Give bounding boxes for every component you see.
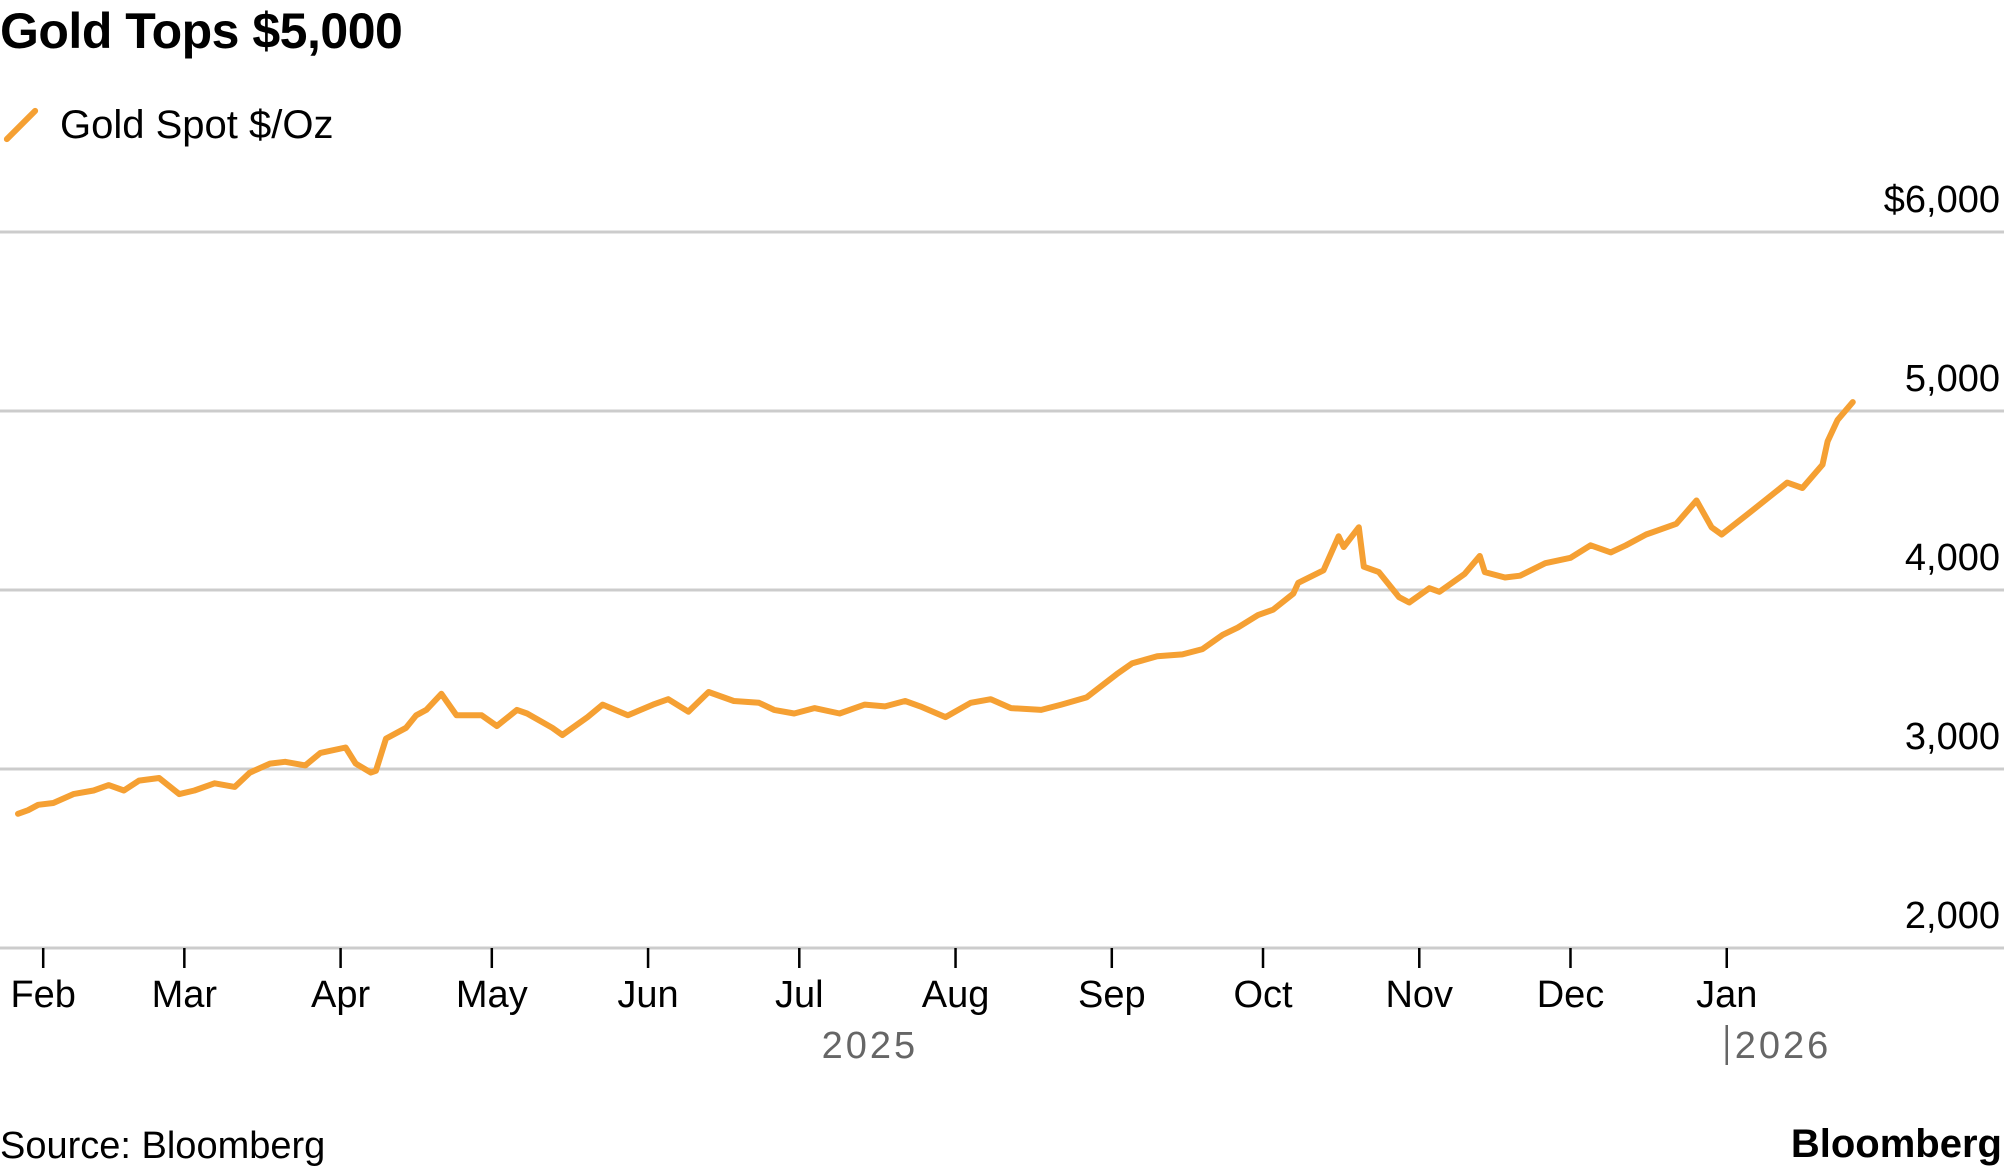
legend-label: Gold Spot $/Oz	[60, 102, 334, 147]
x-tick-label: Aug	[922, 974, 990, 1016]
x-tick-label: Dec	[1537, 974, 1605, 1016]
y-tick-label: $6,000	[1884, 179, 2000, 221]
y-tick-label: 2,000	[1905, 895, 2000, 937]
x-tick-label: Jul	[775, 974, 824, 1016]
chart-title: Gold Tops $5,000	[0, 3, 403, 59]
x-axis: Feb Mar Apr May Jun Jul Aug Sep Oct Nov Dec Jan 2025…	[0, 946, 2004, 1067]
year-label: 2026	[1735, 1025, 1832, 1067]
x-tick-label: Mar	[152, 974, 218, 1016]
x-tick-label: Feb	[10, 974, 75, 1016]
x-tick-label: Apr	[311, 974, 370, 1016]
y-tick-label: 3,000	[1905, 716, 2000, 758]
source-note: Source: Bloomberg	[0, 1125, 326, 1167]
year-label: 2025	[822, 1025, 919, 1067]
x-tick-label: Jun	[617, 974, 678, 1016]
x-tick-label: Oct	[1233, 974, 1293, 1016]
x-tick-label: May	[456, 974, 528, 1016]
x-tick-label: Nov	[1385, 974, 1453, 1016]
series-layer	[15, 399, 1856, 817]
x-tick-label: Jan	[1696, 974, 1757, 1016]
brand-logo: Bloomberg	[1790, 1122, 2002, 1166]
y-axis-labels: 2,000 3,000 4,000 5,000 $6,000	[1884, 179, 2000, 937]
gridlines	[0, 230, 2004, 771]
y-tick-label: 4,000	[1905, 537, 2000, 579]
x-tick-label: Sep	[1078, 974, 1146, 1016]
y-tick-label: 5,000	[1905, 358, 2000, 400]
series-line-gold-spot	[15, 399, 1856, 817]
legend: Gold Spot $/Oz	[0, 100, 333, 150]
